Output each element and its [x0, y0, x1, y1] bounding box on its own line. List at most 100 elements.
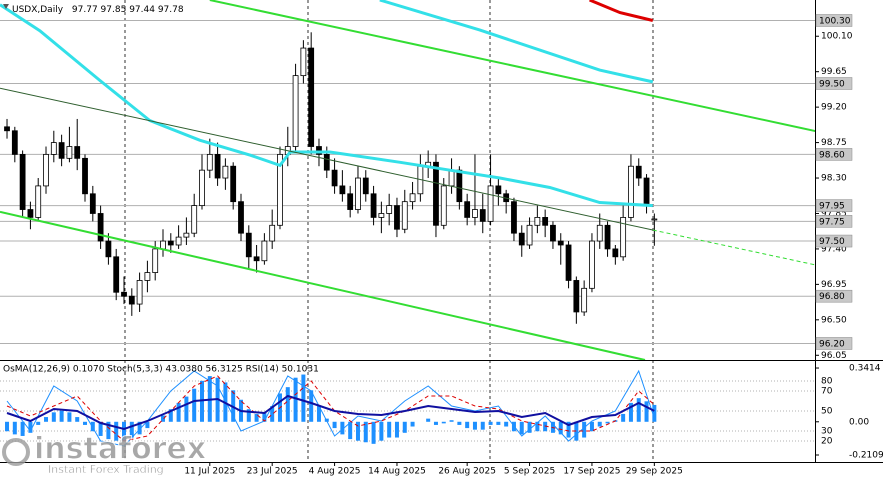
- candle-body: [191, 205, 198, 234]
- candle-body: [534, 217, 541, 226]
- osma-bar: [254, 413, 259, 422]
- y-tick-label: 96.95: [821, 280, 847, 290]
- level-label: 96.20: [819, 339, 845, 349]
- osma-bar: [51, 412, 56, 422]
- osma-bar: [5, 421, 10, 432]
- watermark-brand: instaforex: [34, 432, 206, 467]
- candle-body: [128, 295, 135, 305]
- candle-body: [199, 169, 205, 207]
- level-box: [815, 148, 853, 161]
- osma-bar: [504, 421, 509, 427]
- osma-bar: [519, 421, 524, 435]
- osma-bar: [558, 421, 563, 435]
- osma-bar: [137, 421, 142, 435]
- candle-body: [152, 248, 159, 273]
- osma-bar: [433, 421, 438, 425]
- osma-bar: [316, 406, 321, 422]
- candle-body: [19, 153, 26, 210]
- osma-bar: [566, 421, 571, 438]
- osma-bar: [90, 421, 95, 432]
- indicator-line: [0, 3, 653, 208]
- candle-body: [589, 240, 595, 289]
- indicator-line: [652, 229, 815, 266]
- osma-bar: [379, 421, 384, 441]
- osma-bar: [652, 404, 657, 422]
- candle-body: [378, 213, 385, 218]
- y-tick-label: 100.10: [821, 32, 853, 42]
- level-label: 99.50: [819, 80, 845, 90]
- y-tick-label: 99.20: [821, 103, 847, 113]
- indicator-line: [0, 87, 653, 231]
- watermark: instaforex Instant Forex Trading: [2, 431, 207, 476]
- candle-body: [167, 240, 174, 246]
- level-box: [815, 337, 853, 350]
- osma-bar: [262, 412, 267, 422]
- candle-body: [643, 177, 650, 207]
- candle-body: [495, 185, 502, 195]
- y-tick-label: 98.75: [821, 138, 847, 148]
- candle-body: [277, 153, 283, 226]
- candle-body: [105, 240, 112, 258]
- indicator-line: [0, 210, 646, 360]
- osma-bar: [270, 406, 275, 422]
- candle-body: [35, 185, 42, 218]
- level-box: [815, 215, 853, 228]
- candle-body: [604, 224, 611, 250]
- level-box: [815, 199, 853, 212]
- candle-body: [581, 287, 588, 313]
- osma-bar: [535, 421, 540, 432]
- level-label: 98.60: [819, 150, 845, 160]
- osma-bar: [605, 421, 610, 424]
- candle-body: [206, 153, 213, 171]
- osma-bar: [145, 421, 150, 429]
- price-plot: [0, 0, 815, 360]
- osma-bar: [309, 390, 314, 422]
- candle-body: [440, 185, 447, 226]
- candle-body: [144, 272, 151, 281]
- candle-body: [269, 224, 276, 242]
- osma-bar: [441, 421, 446, 424]
- indicator-title: OsMA(12,26,9) 0.1070 Stoch(5,3,3) 43.038…: [3, 365, 319, 375]
- candle-body: [339, 185, 346, 195]
- osma-bar: [44, 417, 49, 422]
- candle-body: [183, 232, 190, 238]
- candle-body: [245, 232, 252, 258]
- candle-body: [612, 248, 619, 258]
- candle-body: [261, 240, 268, 262]
- candle-body: [355, 177, 361, 210]
- osma-bar: [285, 387, 290, 422]
- osma-bar: [75, 417, 80, 422]
- candle-body: [316, 146, 322, 155]
- candle-body: [635, 165, 642, 179]
- osma-bar: [348, 421, 353, 440]
- candle-body: [300, 47, 307, 77]
- y-tick-label: 80: [821, 377, 833, 387]
- last-close: 97.78: [158, 5, 184, 15]
- candle-body: [214, 153, 221, 179]
- osma-bar: [589, 421, 594, 432]
- level-label: 96.80: [819, 292, 845, 302]
- candle-body: [557, 240, 564, 246]
- candle-body: [550, 224, 556, 242]
- candle-body: [136, 280, 143, 305]
- y-tick-label: 50: [821, 407, 833, 417]
- candle-body: [511, 201, 517, 234]
- candle-body: [487, 185, 494, 222]
- osma-bar: [20, 421, 25, 436]
- osma-bar: [98, 421, 103, 436]
- watermark-tagline: Instant Forex Trading: [48, 463, 164, 476]
- candle-body: [433, 161, 439, 226]
- candle-body: [43, 153, 49, 187]
- osma-bar: [28, 421, 33, 433]
- candle-body: [222, 165, 229, 179]
- candle-body: [230, 165, 237, 203]
- x-tick-label: 26 Aug 2025: [438, 467, 496, 477]
- candle-body: [66, 146, 73, 159]
- level-box: [815, 234, 853, 248]
- osma-bar: [402, 421, 407, 433]
- y-tick-label: 98.30: [821, 174, 847, 184]
- y-tick-label: 96.50: [821, 315, 847, 325]
- last-open: 97.77: [72, 5, 98, 15]
- candle-body: [74, 146, 81, 159]
